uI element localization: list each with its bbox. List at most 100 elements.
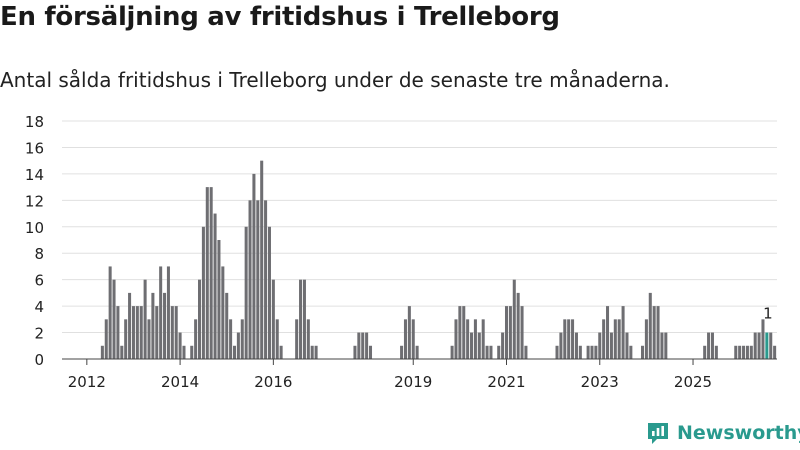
bar [574,332,578,359]
bar [656,306,660,359]
bar [594,345,598,359]
bar [625,332,629,359]
bar [520,306,524,359]
x-tick-label: 2019 [394,373,432,391]
bar [454,319,458,359]
y-tick-label: 18 [25,113,44,131]
bar [742,345,746,359]
bar [555,345,559,359]
bar [299,279,303,359]
bar [753,332,757,359]
bar [707,332,711,359]
bar [664,332,668,359]
bar [178,332,182,359]
y-tick-label: 12 [25,192,44,210]
bar [462,306,466,359]
bar [217,240,221,359]
bar [411,319,415,359]
bar [524,345,528,359]
bar [415,345,419,359]
brand-logo: Newsworthy [645,420,800,446]
bar [703,345,707,359]
bar [481,319,485,359]
axes: 0 2 4 6 8 10 12 14 16 18 2012 2014 2016 2019 2021 2023 2… [25,113,777,391]
bar [512,279,516,359]
bar [738,345,742,359]
x-tick-label: 2016 [254,373,292,391]
bar [295,319,299,359]
bar [232,345,237,359]
bar [357,332,361,359]
chart-subtitle: Antal sålda fritidshus i Trelleborg unde… [0,68,670,92]
bar [190,345,194,359]
bar [151,292,155,359]
bar [769,332,773,359]
bar [761,319,765,359]
x-tick-label: 2014 [161,373,199,391]
bar [403,319,407,359]
bar [590,345,594,359]
x-tick-label: 2021 [487,373,525,391]
bar [143,279,147,359]
y-tick-label: 4 [34,298,44,316]
bar [473,319,477,359]
bar [470,332,474,359]
bar [458,306,462,359]
bar [240,319,244,359]
bar [248,200,252,359]
grid-lines [62,120,777,334]
bar [135,306,139,359]
bar [112,279,116,359]
bar [586,345,590,359]
bar [104,319,108,359]
bar [734,345,738,359]
chart-title: En försäljning av fritidshus i Trellebor… [0,2,560,32]
highlight-data-label: 1 [763,305,773,323]
bar [306,319,310,359]
bar [629,345,633,359]
bar [198,279,202,359]
bar [166,266,170,359]
bar [567,319,571,359]
bar [609,332,613,359]
bar [229,319,233,359]
bar [201,226,205,359]
bar [757,332,761,359]
y-tick-label: 8 [34,245,44,263]
bar [504,306,509,359]
bar [194,319,198,359]
bar [205,187,209,359]
y-tick-label: 2 [34,325,44,343]
bar [508,306,512,359]
bar [745,345,749,359]
bar [209,187,213,359]
bar [361,332,365,359]
bar [267,226,271,359]
bar [368,345,373,359]
bar [477,332,481,359]
bar [559,332,563,359]
bar [120,345,124,359]
bar [314,345,318,359]
brand-name: Newsworthy [677,422,800,444]
y-tick-label: 6 [34,272,44,290]
bar [652,306,656,359]
bar [617,319,621,359]
bar [182,345,186,359]
bar [252,173,256,359]
bar [244,226,248,359]
bar [128,292,132,359]
bar [100,345,104,359]
bar [279,345,283,359]
y-tick-label: 16 [25,139,44,157]
bar [773,345,777,359]
bar [602,319,606,359]
bar [271,279,275,359]
bar [640,345,645,359]
y-tick-label: 0 [34,351,44,369]
bar [174,306,178,359]
bar [131,306,135,359]
bar [260,160,264,359]
bar [155,306,159,359]
